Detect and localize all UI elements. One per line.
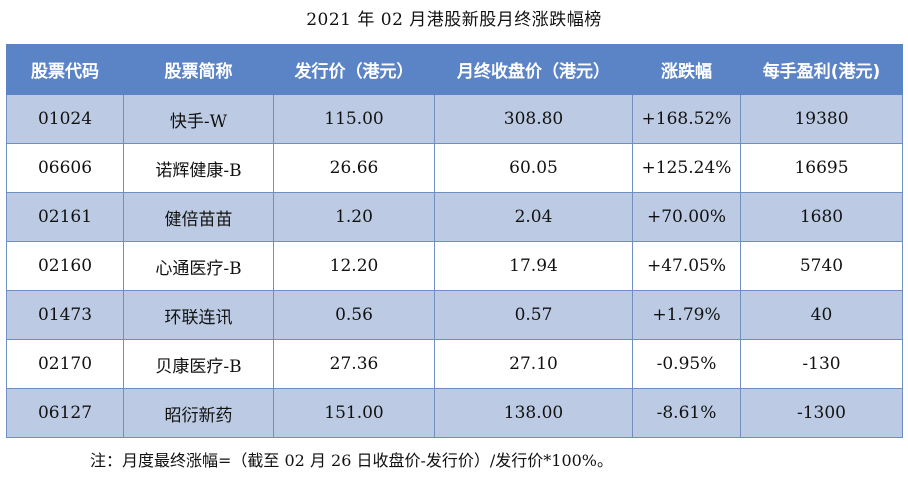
- header-issue-price: 发行价（港元）: [273, 44, 435, 95]
- cell-close-price: 17.94: [434, 241, 633, 291]
- cell-close-price: 2.04: [434, 192, 633, 242]
- cell-stock-name: 贝康医疗-B: [123, 339, 274, 389]
- cell-profit-per-lot: 16695: [740, 143, 903, 193]
- cell-stock-name: 快手-W: [123, 94, 274, 144]
- header-close-price: 月终收盘价（港元）: [434, 44, 633, 95]
- header-change-pct: 涨跌幅: [632, 44, 741, 95]
- cell-stock-name: 健倍苗苗: [123, 192, 274, 242]
- header-stock-code: 股票代码: [6, 44, 124, 95]
- ipo-performance-table: 股票代码 股票简称 发行价（港元） 月终收盘价（港元） 涨跌幅 每手盈利(港元)…: [6, 44, 903, 438]
- cell-stock-name: 心通医疗-B: [123, 241, 274, 291]
- table-row: 02170 贝康医疗-B 27.36 27.10 -0.95% -130: [6, 339, 903, 389]
- cell-stock-code: 02160: [6, 241, 124, 291]
- cell-close-price: 27.10: [434, 339, 633, 389]
- cell-issue-price: 115.00: [273, 94, 435, 144]
- cell-stock-code: 06127: [6, 388, 124, 438]
- cell-close-price: 308.80: [434, 94, 633, 144]
- cell-profit-per-lot: -130: [740, 339, 903, 389]
- cell-change-pct: +168.52%: [632, 94, 741, 144]
- cell-issue-price: 27.36: [273, 339, 435, 389]
- cell-stock-name: 环联连讯: [123, 290, 274, 340]
- cell-profit-per-lot: 5740: [740, 241, 903, 291]
- cell-close-price: 60.05: [434, 143, 633, 193]
- footnote: 注：月度最终涨幅=（截至 02 月 26 日收盘价-发行价）/发行价*100%。: [90, 451, 614, 470]
- cell-profit-per-lot: 1680: [740, 192, 903, 242]
- cell-change-pct: +1.79%: [632, 290, 741, 340]
- cell-change-pct: -0.95%: [632, 339, 741, 389]
- cell-stock-name: 昭衍新药: [123, 388, 274, 438]
- cell-issue-price: 1.20: [273, 192, 435, 242]
- cell-change-pct: -8.61%: [632, 388, 741, 438]
- cell-profit-per-lot: 19380: [740, 94, 903, 144]
- cell-close-price: 0.57: [434, 290, 633, 340]
- page-title: 2021 年 02 月港股新股月终涨跌幅榜: [306, 10, 602, 30]
- cell-stock-code: 06606: [6, 143, 124, 193]
- table-row: 06127 昭衍新药 151.00 138.00 -8.61% -1300: [6, 388, 903, 438]
- cell-change-pct: +70.00%: [632, 192, 741, 242]
- cell-issue-price: 26.66: [273, 143, 435, 193]
- cell-issue-price: 0.56: [273, 290, 435, 340]
- header-profit-per-lot: 每手盈利(港元): [740, 44, 903, 95]
- cell-stock-code: 01024: [6, 94, 124, 144]
- table-row: 06606 诺辉健康-B 26.66 60.05 +125.24% 16695: [6, 143, 903, 193]
- cell-stock-code: 02170: [6, 339, 124, 389]
- cell-change-pct: +47.05%: [632, 241, 741, 291]
- table-row: 01473 环联连讯 0.56 0.57 +1.79% 40: [6, 290, 903, 340]
- cell-issue-price: 12.20: [273, 241, 435, 291]
- table-header-row: 股票代码 股票简称 发行价（港元） 月终收盘价（港元） 涨跌幅 每手盈利(港元): [6, 44, 903, 95]
- cell-issue-price: 151.00: [273, 388, 435, 438]
- table-row: 01024 快手-W 115.00 308.80 +168.52% 19380: [6, 94, 903, 144]
- cell-profit-per-lot: 40: [740, 290, 903, 340]
- table-row: 02161 健倍苗苗 1.20 2.04 +70.00% 1680: [6, 192, 903, 242]
- cell-stock-code: 01473: [6, 290, 124, 340]
- cell-close-price: 138.00: [434, 388, 633, 438]
- cell-change-pct: +125.24%: [632, 143, 741, 193]
- header-stock-name: 股票简称: [123, 44, 274, 95]
- cell-stock-name: 诺辉健康-B: [123, 143, 274, 193]
- cell-stock-code: 02161: [6, 192, 124, 242]
- cell-profit-per-lot: -1300: [740, 388, 903, 438]
- table-row: 02160 心通医疗-B 12.20 17.94 +47.05% 5740: [6, 241, 903, 291]
